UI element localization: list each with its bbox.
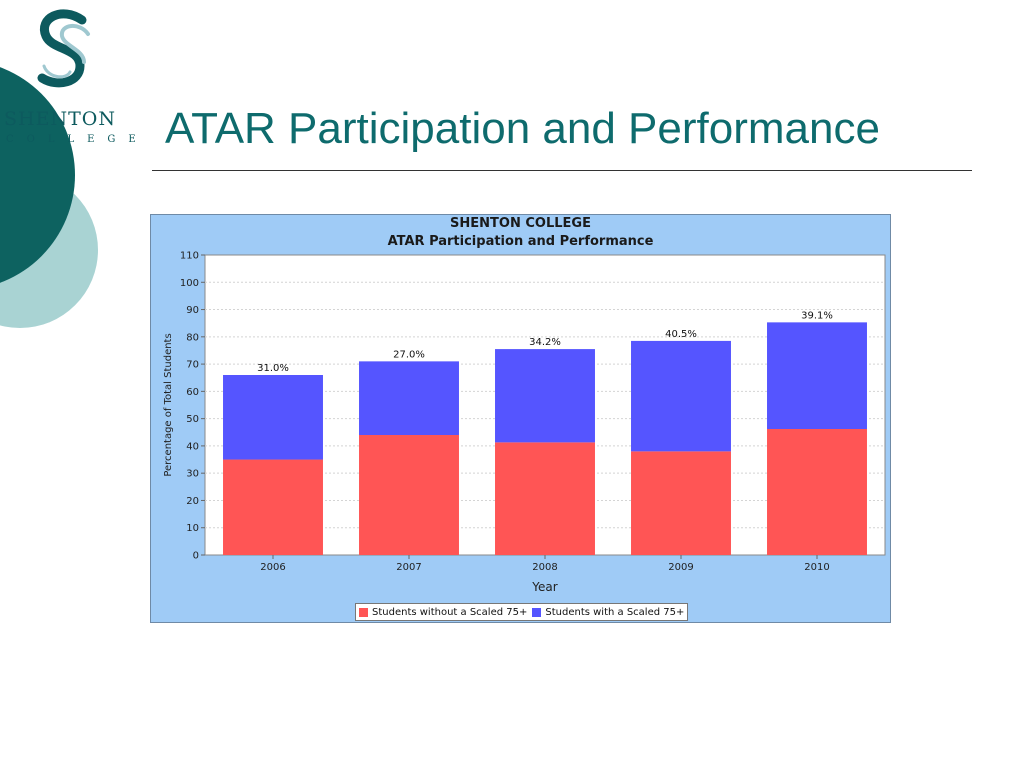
- x-tick-label: 2008: [532, 562, 557, 573]
- bar-with-2008: [495, 349, 595, 443]
- data-label: 40.5%: [665, 329, 697, 340]
- y-axis-label: Percentage of Total Students: [163, 333, 174, 476]
- title-divider: [152, 170, 972, 171]
- chart-subtitle: ATAR Participation and Performance: [387, 234, 654, 249]
- chart-legend: Students without a Scaled 75+ Students w…: [355, 603, 689, 621]
- y-tick-label: 60: [186, 387, 199, 398]
- bar-without-2009: [631, 451, 731, 555]
- legend-swatch-without: [359, 607, 368, 617]
- decor-circle-dark: [0, 67, 75, 283]
- logo-subtext: COLLEGE: [6, 134, 149, 145]
- logo-wordmark: SHENTON: [4, 108, 116, 130]
- x-axis-label: Year: [531, 580, 557, 594]
- bar-without-2007: [359, 435, 459, 555]
- x-tick-label: 2009: [668, 562, 693, 573]
- y-tick-label: 0: [193, 551, 199, 562]
- y-tick-label: 40: [186, 441, 199, 452]
- y-tick-label: 20: [186, 496, 199, 507]
- decorative-circles: [0, 67, 98, 328]
- y-tick-label: 10: [186, 523, 199, 534]
- chart-title: SHENTON COLLEGE: [450, 216, 591, 231]
- college-logo: SHENTON COLLEGE: [0, 0, 140, 160]
- y-tick-label: 70: [186, 360, 199, 371]
- chart-container: SHENTON COLLEGE ATAR Participation and P…: [150, 214, 891, 623]
- data-label: 39.1%: [801, 310, 833, 321]
- logo-emblem-icon: [37, 9, 90, 88]
- data-label: 31.0%: [257, 363, 289, 374]
- x-tick-label: 2010: [804, 562, 829, 573]
- bar-chart: 0 10 20 30 40 50 60 70 80 90 100 110 Percentage of T…: [163, 251, 886, 594]
- bar-without-2006: [223, 459, 323, 555]
- legend-item-with: Students with a Scaled 75+: [532, 607, 684, 618]
- y-tick-label: 50: [186, 414, 199, 425]
- bar-with-2006: [223, 375, 323, 460]
- legend-label-with: Students with a Scaled 75+: [545, 606, 685, 618]
- x-tick-label: 2006: [260, 562, 285, 573]
- legend-item-without: Students without a Scaled 75+: [359, 607, 527, 618]
- legend-swatch-with: [532, 607, 542, 617]
- bar-with-2010: [767, 322, 867, 429]
- bar-with-2009: [631, 340, 731, 452]
- bar-without-2008: [495, 442, 595, 555]
- data-label: 27.0%: [393, 349, 425, 360]
- y-tick-label: 100: [180, 278, 199, 289]
- y-tick-label: 80: [186, 332, 199, 343]
- bar-with-2007: [359, 361, 459, 435]
- legend-label-without: Students without a Scaled 75+: [372, 606, 528, 618]
- x-tick-label: 2007: [396, 562, 421, 573]
- bar-without-2010: [767, 429, 867, 555]
- y-tick-label: 110: [180, 251, 199, 262]
- y-tick-label: 90: [186, 305, 199, 316]
- data-label: 34.2%: [529, 337, 561, 348]
- y-tick-label: 30: [186, 469, 199, 480]
- page-title: ATAR Participation and Performance: [165, 104, 880, 153]
